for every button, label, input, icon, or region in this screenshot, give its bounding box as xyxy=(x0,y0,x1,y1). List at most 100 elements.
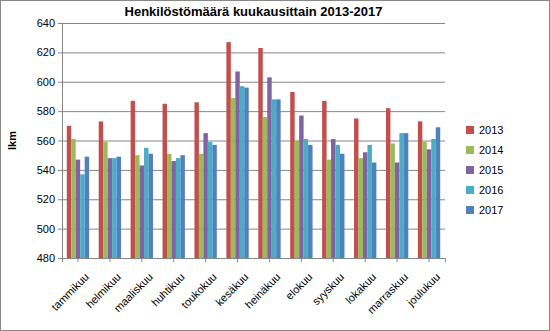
x-tick: maaliskuu xyxy=(111,258,155,314)
legend-swatch xyxy=(466,126,474,134)
bar xyxy=(354,118,358,258)
x-axis-line xyxy=(63,259,446,263)
x-tick: toukokuu xyxy=(179,258,219,311)
bar-series xyxy=(85,88,441,258)
bar xyxy=(422,142,426,258)
y-tick-mark xyxy=(58,258,62,259)
bar xyxy=(167,154,171,258)
x-tick-label: joulukuu xyxy=(404,271,442,309)
bar xyxy=(340,154,344,258)
bar xyxy=(359,158,363,258)
x-tick: syyskuu xyxy=(310,258,347,307)
bar xyxy=(144,148,148,258)
legend-swatch xyxy=(466,206,474,214)
bar xyxy=(399,133,403,258)
bar xyxy=(304,139,308,258)
y-tick-mark xyxy=(58,52,62,53)
bar xyxy=(135,155,139,258)
plot: 480 500 520 540 560 580 600 620 640 tammikuuhelmi… xyxy=(37,17,446,316)
y-tick-label: 620 xyxy=(37,46,55,58)
bar xyxy=(390,143,394,258)
bar xyxy=(367,145,371,258)
y-tick: 640 xyxy=(37,17,62,29)
y-tick: 520 xyxy=(37,193,62,205)
bar xyxy=(427,149,431,258)
bar xyxy=(199,154,203,258)
bar xyxy=(112,158,116,258)
x-tick-mark xyxy=(173,258,174,262)
bar xyxy=(231,98,235,258)
legend-swatch xyxy=(466,186,474,194)
x-tick-label: heinäkuu xyxy=(242,271,282,311)
x-tick-mark xyxy=(397,258,398,262)
grid-line xyxy=(62,52,445,53)
bar xyxy=(331,139,335,258)
x-tick-label: syyskuu xyxy=(310,271,347,308)
bar xyxy=(85,157,89,258)
x-tick-mark xyxy=(237,258,238,262)
legend-label: 2013 xyxy=(479,124,503,136)
x-tick-label: tammikuu xyxy=(49,271,91,313)
y-tick: 540 xyxy=(37,164,62,176)
y-tick-mark xyxy=(58,141,62,142)
x-tick: tammikuu xyxy=(49,258,91,313)
x-axis: tammikuuhelmikuumaaliskuuhuhtikuutoukoku… xyxy=(49,258,446,316)
bar xyxy=(226,42,230,258)
x-tick-mark xyxy=(269,258,270,262)
bar xyxy=(418,121,422,258)
x-tick-label: elokuu xyxy=(283,271,314,302)
chart-border xyxy=(1,1,550,331)
bar xyxy=(295,141,299,259)
legend-swatch xyxy=(466,146,474,154)
bar xyxy=(336,145,340,258)
bar xyxy=(103,142,107,258)
legend-item: 2017 xyxy=(466,204,503,216)
legend-label: 2015 xyxy=(479,164,503,176)
bar xyxy=(308,145,312,258)
legend-label: 2017 xyxy=(479,204,503,216)
x-tick-label: marraskuu xyxy=(365,271,410,316)
bar xyxy=(272,99,276,258)
x-tick-mark xyxy=(301,258,302,262)
bar xyxy=(194,102,198,258)
x-tick: joulukuu xyxy=(404,258,442,309)
y-tick-mark xyxy=(58,23,62,24)
bar xyxy=(148,154,152,258)
bar xyxy=(431,139,435,258)
x-tick-mark xyxy=(141,258,142,262)
x-tick-label: toukokuu xyxy=(179,271,219,311)
x-tick: heinäkuu xyxy=(242,258,282,311)
y-axis: 480 500 520 540 560 580 600 620 640 xyxy=(37,17,63,264)
x-tick-mark xyxy=(109,258,110,262)
bar xyxy=(372,163,376,258)
legend: 20132014201520162017 xyxy=(466,124,503,216)
bar xyxy=(395,163,399,258)
bar xyxy=(244,88,248,258)
bar xyxy=(99,121,103,258)
y-tick-mark xyxy=(58,199,62,200)
bar xyxy=(363,152,367,258)
x-tick: elokuu xyxy=(283,258,314,302)
bar xyxy=(180,155,184,258)
legend-label: 2016 xyxy=(479,184,503,196)
y-tick-label: 560 xyxy=(37,135,55,147)
y-tick-label: 500 xyxy=(37,223,55,235)
bar xyxy=(322,101,326,258)
bar xyxy=(131,101,135,258)
y-axis-title: lkm xyxy=(6,131,18,150)
y-tick-label: 480 xyxy=(37,252,55,264)
bar xyxy=(290,92,294,258)
y-tick-label: 580 xyxy=(37,105,55,117)
chart: 480 500 520 540 560 580 600 620 640 tammikuuhelmi… xyxy=(0,0,550,331)
bar xyxy=(299,116,303,258)
bar xyxy=(386,108,390,258)
y-tick-mark xyxy=(58,170,62,171)
y-tick-label: 600 xyxy=(37,76,55,88)
bar xyxy=(267,77,271,258)
y-tick: 580 xyxy=(37,105,62,117)
bar xyxy=(67,126,71,258)
title: Henkilöstömäärä kuukausittain 2013-2017 xyxy=(125,4,383,19)
y-tick-label: 540 xyxy=(37,164,55,176)
bar xyxy=(176,158,180,258)
bar xyxy=(203,133,207,258)
